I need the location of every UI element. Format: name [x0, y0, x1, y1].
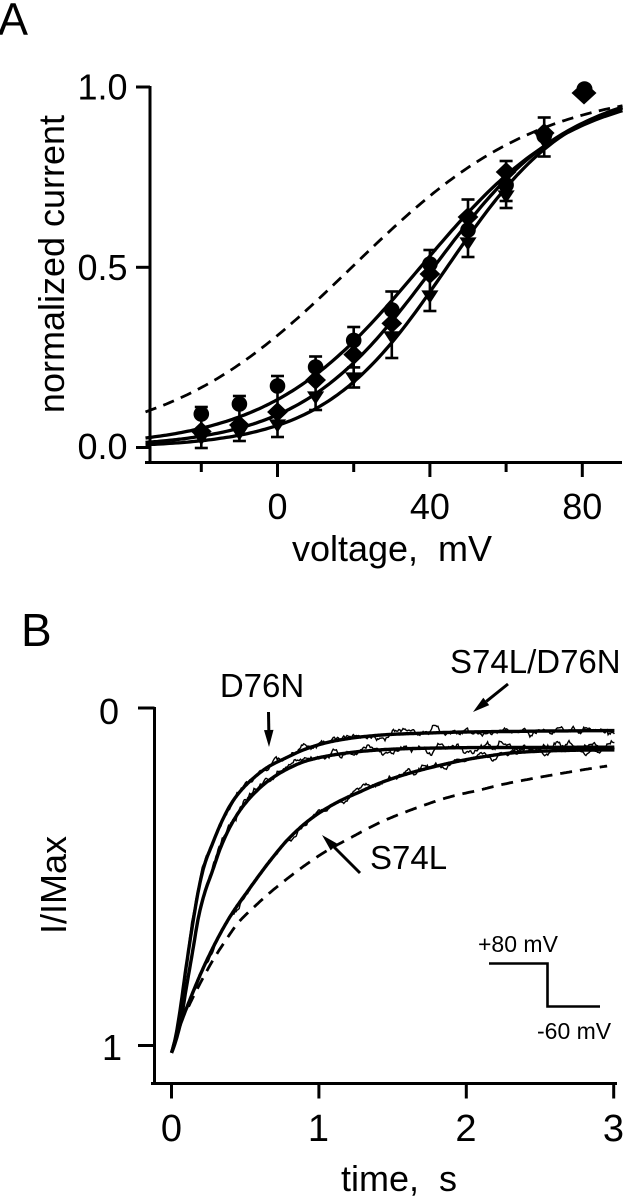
svg-text:0: 0	[99, 691, 119, 732]
svg-text:A: A	[0, 0, 28, 45]
svg-text:1.0: 1.0	[77, 67, 127, 108]
svg-text:D76N: D76N	[220, 667, 304, 704]
svg-text:time, s: time, s	[341, 1158, 457, 1199]
svg-text:0: 0	[267, 486, 287, 527]
svg-text:B: B	[21, 604, 52, 656]
svg-text:+80 mV: +80 mV	[478, 931, 559, 957]
svg-text:S74L: S74L	[370, 839, 447, 876]
svg-text:3: 3	[603, 1108, 624, 1150]
svg-text:2: 2	[455, 1108, 476, 1150]
svg-text:normalized current: normalized current	[31, 115, 72, 413]
svg-text:0.5: 0.5	[77, 247, 127, 288]
svg-text:80: 80	[562, 486, 602, 527]
svg-text:-60 mV: -60 mV	[537, 1018, 612, 1044]
svg-text:1: 1	[308, 1108, 329, 1150]
svg-text:0: 0	[161, 1108, 182, 1150]
svg-text:I/IMax: I/IMax	[33, 836, 74, 934]
svg-text:S74L/D76N: S74L/D76N	[450, 643, 621, 680]
svg-text:1: 1	[102, 1027, 122, 1068]
svg-text:0.0: 0.0	[77, 426, 127, 467]
svg-text:voltage, mV: voltage, mV	[292, 528, 492, 569]
svg-text:40: 40	[410, 486, 450, 527]
